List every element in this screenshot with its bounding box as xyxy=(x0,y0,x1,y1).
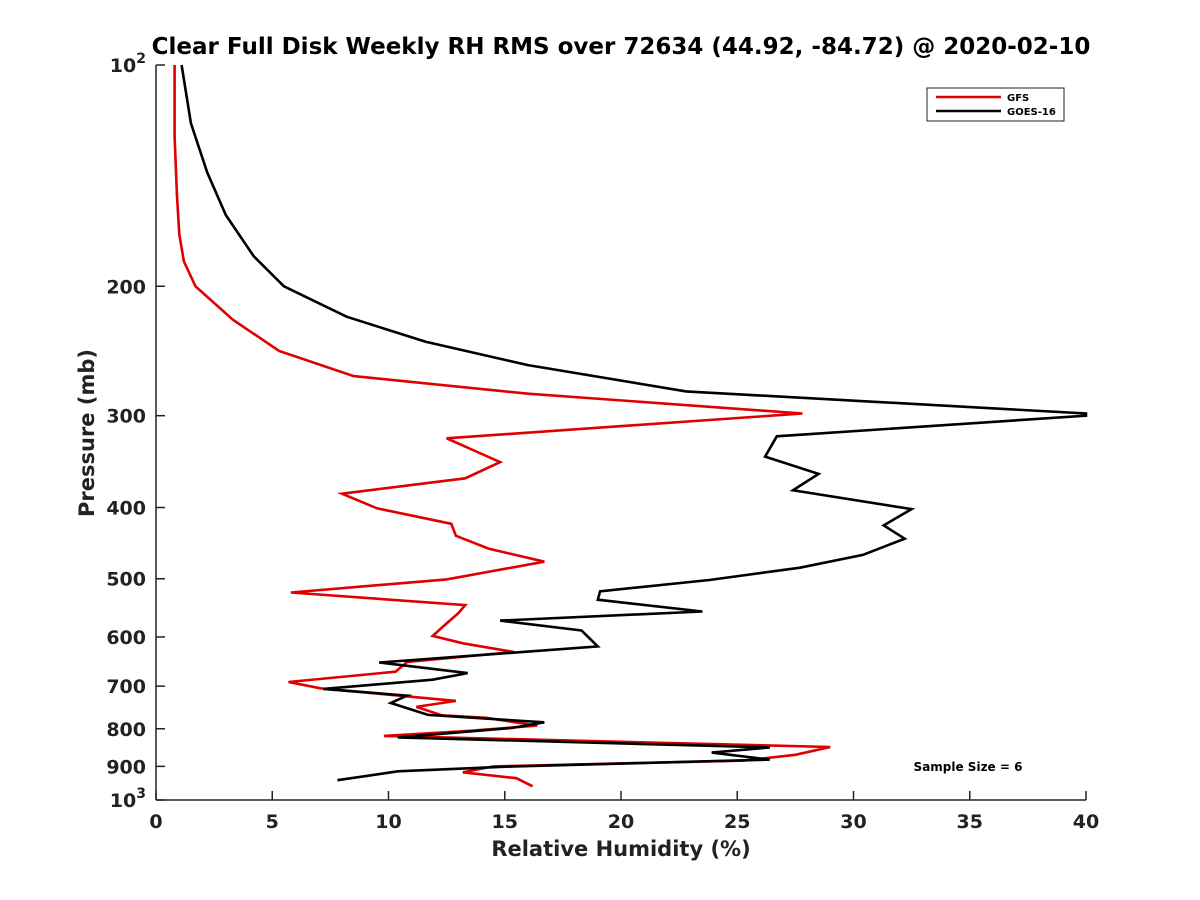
y-tick-label: 200 xyxy=(106,276,146,298)
x-tick-label: 30 xyxy=(840,811,866,833)
y-tick-label: 700 xyxy=(106,676,146,698)
y-tick-label: 900 xyxy=(106,756,146,778)
y-tick-label: 600 xyxy=(106,627,146,649)
series-line-gfs xyxy=(173,65,831,788)
y-axis-label: Pressure (mb) xyxy=(75,349,99,517)
x-axis-ticks: 0 5 10 15 20 25 30 35 40 xyxy=(149,791,1099,833)
x-tick-label: 15 xyxy=(492,811,518,833)
x-tick-label: 35 xyxy=(957,811,983,833)
y-tick-label: 300 xyxy=(106,406,146,428)
legend: GFS GOES-16 xyxy=(926,87,1065,122)
sample-size-annotation: Sample Size = 6 xyxy=(914,760,1023,774)
legend-label-goes-16: GOES-16 xyxy=(1007,107,1056,118)
chart-title: Clear Full Disk Weekly RH RMS over 72634… xyxy=(152,34,1091,60)
legend-box xyxy=(926,87,1065,122)
x-axis-label: Relative Humidity (%) xyxy=(491,837,750,861)
series-line-goes-16 xyxy=(180,64,1088,782)
x-tick-label: 40 xyxy=(1073,811,1099,833)
x-tick-label: 0 xyxy=(149,811,162,833)
x-tick-label: 20 xyxy=(608,811,634,833)
x-tick-label: 5 xyxy=(266,811,279,833)
x-tick-label: 10 xyxy=(375,811,401,833)
y-tick-label: 500 xyxy=(106,569,146,591)
legend-label-gfs: GFS xyxy=(1007,93,1029,104)
y-tick-label: 400 xyxy=(106,498,146,520)
y-tick-label: 800 xyxy=(106,719,146,741)
plot-area xyxy=(173,64,1088,788)
x-tick-label: 25 xyxy=(724,811,750,833)
